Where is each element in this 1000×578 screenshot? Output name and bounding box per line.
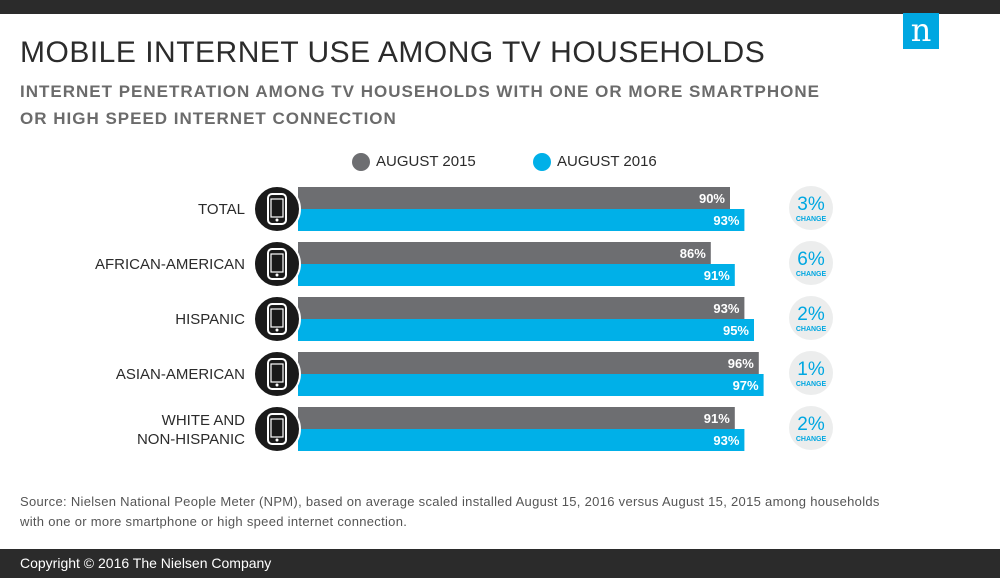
change-badge bbox=[789, 241, 833, 285]
change-badge bbox=[789, 406, 833, 450]
bar-2015 bbox=[298, 297, 745, 319]
change-value: 2% bbox=[797, 304, 825, 325]
bar-2016 bbox=[298, 319, 754, 341]
footer-bar: Copyright © 2016 The Nielsen Company bbox=[0, 549, 1000, 578]
top-bar bbox=[0, 0, 1000, 14]
change-label: CHANGE bbox=[796, 326, 827, 333]
phone-body bbox=[267, 193, 287, 225]
smartphone-icon bbox=[253, 405, 301, 453]
category-label: HISPANIC bbox=[175, 311, 245, 328]
change-value: 6% bbox=[797, 249, 825, 270]
change-value: 3% bbox=[797, 194, 825, 215]
phone-body bbox=[267, 358, 287, 390]
change-badge bbox=[789, 296, 833, 340]
row-african-american: AFRICAN-AMERICAN 86% 91% 6%CHANGE bbox=[95, 240, 833, 288]
icon-circle bbox=[253, 405, 301, 453]
category-label: AFRICAN-AMERICAN bbox=[95, 256, 245, 273]
value-label-2016: 93% bbox=[713, 433, 739, 448]
phone-screen bbox=[270, 308, 284, 328]
change-value: 2% bbox=[797, 414, 825, 435]
value-label-2015: 93% bbox=[713, 301, 739, 316]
value-label-2015: 96% bbox=[728, 356, 754, 371]
category-label: WHITE AND NON-HISPANIC bbox=[137, 412, 245, 448]
chart-title: MOBILE INTERNET USE AMONG TV HOUSEHOLDS bbox=[20, 36, 766, 69]
bar-2015 bbox=[298, 407, 735, 429]
legend-swatch-2016 bbox=[533, 153, 551, 171]
phone-screen bbox=[270, 253, 284, 273]
value-label-2016: 95% bbox=[723, 323, 749, 338]
bar-2015 bbox=[298, 242, 711, 264]
change-badge bbox=[789, 351, 833, 395]
category-label: TOTAL bbox=[198, 201, 245, 218]
icon-circle bbox=[253, 295, 301, 343]
phone-button bbox=[275, 273, 279, 277]
legend-label-2015: AUGUST 2015 bbox=[376, 153, 476, 170]
category-label: ASIAN-AMERICAN bbox=[116, 366, 245, 383]
value-label-2016: 91% bbox=[704, 268, 730, 283]
icon-circle bbox=[253, 185, 301, 233]
bar-2016 bbox=[298, 429, 745, 451]
row-white-and-non-hispanic: WHITE AND NON-HISPANIC 91% 93% 2%CHANGE bbox=[137, 405, 833, 453]
legend-swatch-2015 bbox=[352, 153, 370, 171]
phone-body bbox=[267, 248, 287, 280]
smartphone-icon bbox=[253, 350, 301, 398]
bar-2015 bbox=[298, 352, 759, 374]
phone-screen bbox=[270, 363, 284, 383]
row-hispanic: HISPANIC 93% 95% 2%CHANGE bbox=[175, 295, 833, 343]
phone-body bbox=[267, 303, 287, 335]
copyright-text: Copyright © 2016 The Nielsen Company bbox=[20, 555, 272, 571]
nielsen-logo: n bbox=[903, 13, 939, 49]
row-asian-american: ASIAN-AMERICAN 96% 97% 1%CHANGE bbox=[116, 350, 833, 398]
phone-screen bbox=[270, 198, 284, 218]
phone-button bbox=[275, 328, 279, 332]
value-label-2015: 86% bbox=[680, 246, 706, 261]
value-label-2016: 93% bbox=[713, 213, 739, 228]
chart-subtitle: INTERNET PENETRATION AMONG TV HOUSEHOLDS… bbox=[20, 82, 820, 128]
bar-2016 bbox=[298, 264, 735, 286]
change-badge bbox=[789, 186, 833, 230]
value-label-2016: 97% bbox=[733, 378, 759, 393]
source-note: Source: Nielsen National People Meter (N… bbox=[20, 494, 880, 529]
phone-screen bbox=[270, 418, 284, 438]
icon-circle bbox=[253, 350, 301, 398]
bar-2016 bbox=[298, 209, 745, 231]
row-total: TOTAL 90% 93% 3%CHANGE bbox=[198, 185, 833, 233]
value-label-2015: 90% bbox=[699, 191, 725, 206]
change-label: CHANGE bbox=[796, 381, 827, 388]
change-label: CHANGE bbox=[796, 436, 827, 443]
legend-label-2016: AUGUST 2016 bbox=[557, 153, 657, 170]
change-label: CHANGE bbox=[796, 271, 827, 278]
phone-body bbox=[267, 413, 287, 445]
bar-2016 bbox=[298, 374, 764, 396]
smartphone-icon bbox=[253, 185, 301, 233]
phone-button bbox=[275, 383, 279, 387]
change-label: CHANGE bbox=[796, 216, 827, 223]
smartphone-icon bbox=[253, 295, 301, 343]
phone-button bbox=[275, 218, 279, 222]
icon-circle bbox=[253, 240, 301, 288]
value-label-2015: 91% bbox=[704, 411, 730, 426]
smartphone-icon bbox=[253, 240, 301, 288]
change-value: 1% bbox=[797, 359, 825, 380]
phone-button bbox=[275, 438, 279, 442]
bar-2015 bbox=[298, 187, 730, 209]
